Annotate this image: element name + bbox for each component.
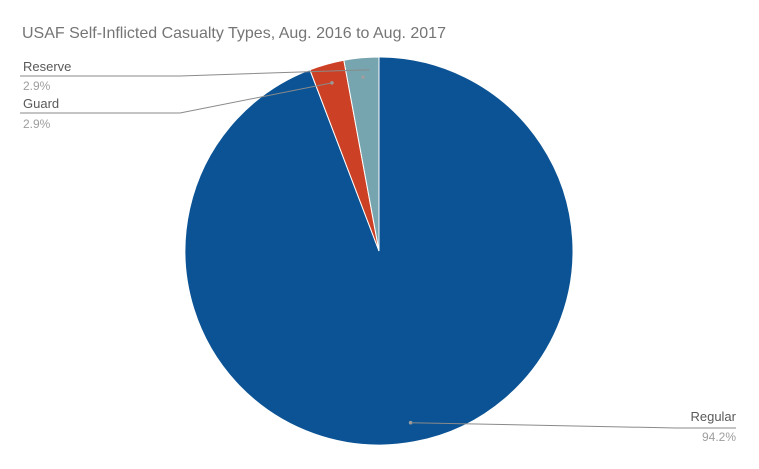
leader-line-reserve [20,69,370,77]
slice-label-guard: Guard [23,96,59,111]
pie-slices [184,56,574,446]
slice-value-guard: 2.9% [23,117,51,131]
pie-slice-reserve [343,56,380,252]
chart-title: USAF Self-Inflicted Casualty Types, Aug.… [22,25,446,42]
leader-line-regular [410,422,736,429]
leader-dot-guard [330,81,334,85]
slice-label-regular: Regular [690,409,736,424]
slice-label-reserve: Reserve [23,59,71,74]
slice-labels: Regular 94.2% Guard 2.9% Reserve 2.9% [20,59,737,444]
pie-slice-regular [184,56,574,446]
slice-value-regular: 94.2% [702,430,736,444]
leader-dot-reserve [361,75,365,79]
slice-value-reserve: 2.9% [23,79,51,93]
leader-line-guard [20,82,332,114]
